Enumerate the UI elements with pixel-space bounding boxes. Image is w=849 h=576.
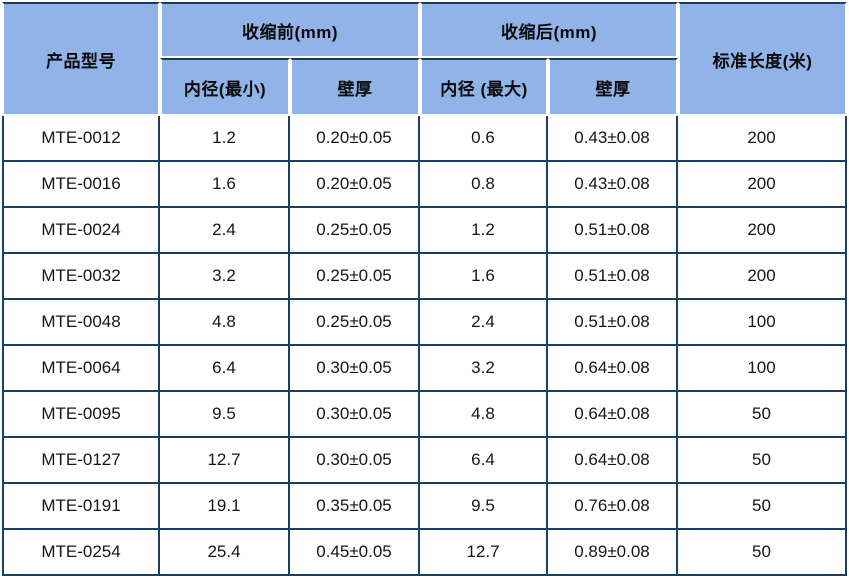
header-group-after-shrink: 收缩后(mm) — [420, 2, 678, 58]
table-row: MTE-0016 1.6 0.20±0.05 0.8 0.43±0.08 200 — [2, 162, 847, 208]
cell-wall-thickness-before: 0.35±0.05 — [290, 484, 420, 530]
cell-inner-diameter-max: 4.8 — [420, 392, 548, 438]
cell-wall-thickness-after: 0.64±0.08 — [548, 392, 678, 438]
cell-standard-length: 50 — [678, 392, 847, 438]
cell-wall-thickness-before: 0.45±0.05 — [290, 530, 420, 576]
cell-inner-diameter-min: 19.1 — [160, 484, 290, 530]
cell-standard-length: 50 — [678, 438, 847, 484]
cell-standard-length: 50 — [678, 484, 847, 530]
table-row: MTE-0191 19.1 0.35±0.05 9.5 0.76±0.08 50 — [2, 484, 847, 530]
cell-product-model: MTE-0064 — [2, 346, 160, 392]
cell-inner-diameter-max: 12.7 — [420, 530, 548, 576]
cell-wall-thickness-after: 0.64±0.08 — [548, 438, 678, 484]
cell-wall-thickness-before: 0.30±0.05 — [290, 438, 420, 484]
cell-wall-thickness-before: 0.30±0.05 — [290, 392, 420, 438]
cell-wall-thickness-before: 0.25±0.05 — [290, 208, 420, 254]
cell-product-model: MTE-0032 — [2, 254, 160, 300]
cell-standard-length: 50 — [678, 530, 847, 576]
cell-product-model: MTE-0254 — [2, 530, 160, 576]
header-sub-wall-thickness-before: 壁厚 — [290, 58, 420, 116]
header-product-model: 产品型号 — [2, 2, 160, 116]
cell-standard-length: 200 — [678, 208, 847, 254]
table-header: 产品型号 收缩前(mm) 收缩后(mm) 标准长度(米) 内径(最小) 壁厚 内… — [2, 2, 847, 116]
cell-product-model: MTE-0016 — [2, 162, 160, 208]
cell-inner-diameter-max: 0.6 — [420, 116, 548, 162]
table-body: MTE-0012 1.2 0.20±0.05 0.6 0.43±0.08 200 MTE-0… — [2, 116, 847, 576]
cell-product-model: MTE-0012 — [2, 116, 160, 162]
cell-inner-diameter-min: 12.7 — [160, 438, 290, 484]
cell-standard-length: 100 — [678, 300, 847, 346]
header-row-sub: 内径(最小) 壁厚 内径 (最大) 壁厚 — [2, 58, 847, 116]
header-sub-inner-diameter-min: 内径(最小) — [160, 58, 290, 116]
cell-product-model: MTE-0095 — [2, 392, 160, 438]
cell-inner-diameter-min: 1.6 — [160, 162, 290, 208]
header-row-groups: 产品型号 收缩前(mm) 收缩后(mm) 标准长度(米) — [2, 2, 847, 116]
cell-inner-diameter-min: 2.4 — [160, 208, 290, 254]
cell-inner-diameter-max: 6.4 — [420, 438, 548, 484]
cell-standard-length: 200 — [678, 254, 847, 300]
cell-wall-thickness-after: 0.89±0.08 — [548, 530, 678, 576]
cell-product-model: MTE-0024 — [2, 208, 160, 254]
cell-inner-diameter-min: 25.4 — [160, 530, 290, 576]
cell-wall-thickness-after: 0.76±0.08 — [548, 484, 678, 530]
cell-inner-diameter-max: 1.6 — [420, 254, 548, 300]
cell-wall-thickness-after: 0.51±0.08 — [548, 254, 678, 300]
cell-inner-diameter-max: 2.4 — [420, 300, 548, 346]
table-row: MTE-0127 12.7 0.30±0.05 6.4 0.64±0.08 50 — [2, 438, 847, 484]
cell-inner-diameter-min: 6.4 — [160, 346, 290, 392]
cell-inner-diameter-min: 3.2 — [160, 254, 290, 300]
header-sub-wall-thickness-after: 壁厚 — [548, 58, 678, 116]
cell-inner-diameter-max: 0.8 — [420, 162, 548, 208]
cell-product-model: MTE-0048 — [2, 300, 160, 346]
cell-wall-thickness-after: 0.51±0.08 — [548, 300, 678, 346]
cell-wall-thickness-after: 0.64±0.08 — [548, 346, 678, 392]
cell-inner-diameter-min: 9.5 — [160, 392, 290, 438]
cell-wall-thickness-after: 0.43±0.08 — [548, 116, 678, 162]
table-row: MTE-0012 1.2 0.20±0.05 0.6 0.43±0.08 200 — [2, 116, 847, 162]
cell-inner-diameter-min: 4.8 — [160, 300, 290, 346]
header-sub-inner-diameter-max: 内径 (最大) — [420, 58, 548, 116]
cell-wall-thickness-before: 0.20±0.05 — [290, 162, 420, 208]
table-row: MTE-0024 2.4 0.25±0.05 1.2 0.51±0.08 200 — [2, 208, 847, 254]
cell-standard-length: 200 — [678, 162, 847, 208]
table-row: MTE-0254 25.4 0.45±0.05 12.7 0.89±0.08 50 — [2, 530, 847, 576]
cell-inner-diameter-max: 9.5 — [420, 484, 548, 530]
header-group-before-shrink: 收缩前(mm) — [160, 2, 420, 58]
cell-wall-thickness-after: 0.43±0.08 — [548, 162, 678, 208]
cell-wall-thickness-before: 0.30±0.05 — [290, 346, 420, 392]
header-standard-length: 标准长度(米) — [678, 2, 847, 116]
cell-wall-thickness-before: 0.25±0.05 — [290, 300, 420, 346]
table-row: MTE-0095 9.5 0.30±0.05 4.8 0.64±0.08 50 — [2, 392, 847, 438]
cell-wall-thickness-after: 0.51±0.08 — [548, 208, 678, 254]
cell-standard-length: 100 — [678, 346, 847, 392]
cell-standard-length: 200 — [678, 116, 847, 162]
table-row: MTE-0064 6.4 0.30±0.05 3.2 0.64±0.08 100 — [2, 346, 847, 392]
cell-wall-thickness-before: 0.25±0.05 — [290, 254, 420, 300]
table-row: MTE-0032 3.2 0.25±0.05 1.6 0.51±0.08 200 — [2, 254, 847, 300]
cell-inner-diameter-max: 3.2 — [420, 346, 548, 392]
cell-product-model: MTE-0191 — [2, 484, 160, 530]
table-row: MTE-0048 4.8 0.25±0.05 2.4 0.51±0.08 100 — [2, 300, 847, 346]
cell-wall-thickness-before: 0.20±0.05 — [290, 116, 420, 162]
cell-inner-diameter-max: 1.2 — [420, 208, 548, 254]
cell-product-model: MTE-0127 — [2, 438, 160, 484]
cell-inner-diameter-min: 1.2 — [160, 116, 290, 162]
